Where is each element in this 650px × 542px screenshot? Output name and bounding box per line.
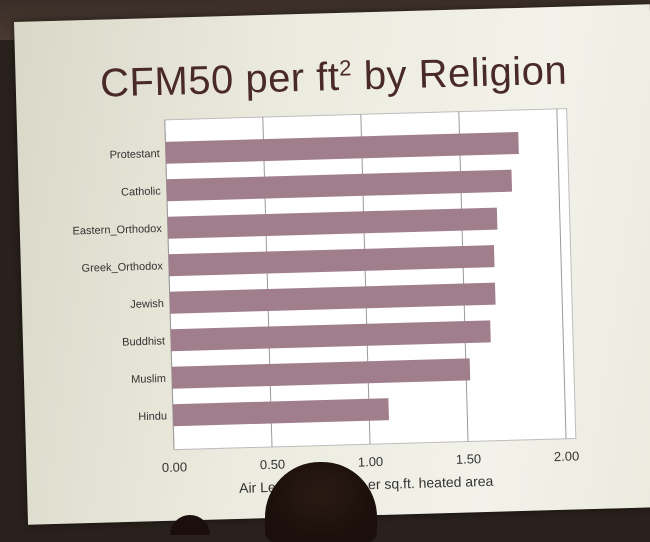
- category-label: Muslim: [131, 373, 166, 386]
- category-label: Buddhist: [122, 335, 165, 348]
- bar-protestant: [165, 131, 519, 164]
- category-label: Eastern_Orthodox: [72, 223, 162, 238]
- x-tick-labels: 0.00 0.50 1.00 1.50 2.00: [162, 448, 580, 475]
- bar-chart: Protestant Catholic Eastern_Orthodox Greek_…: [72, 108, 580, 496]
- bar-catholic: [166, 169, 513, 202]
- grid-line: [458, 111, 469, 442]
- x-tick-label: 1.50: [456, 451, 482, 467]
- grid-line: [556, 108, 567, 439]
- bar-hindu: [172, 398, 389, 427]
- x-axis-label-right: er sq.ft. heated area: [368, 473, 494, 492]
- category-label: Greek_Orthodox: [81, 260, 163, 274]
- category-label: Catholic: [121, 185, 162, 198]
- grid-lines: [164, 108, 567, 450]
- bars: [165, 131, 519, 427]
- category-label: Protestant: [109, 148, 159, 161]
- bar-muslim: [171, 358, 471, 389]
- x-tick-label: 0.50: [260, 457, 286, 473]
- bar-eastern-orthodox: [167, 207, 498, 239]
- category-labels: Protestant Catholic Eastern_Orthodox Greek_…: [72, 148, 167, 423]
- category-label: Hindu: [138, 410, 167, 423]
- bar-buddhist: [170, 320, 491, 352]
- x-tick-label: 0.00: [162, 459, 188, 475]
- category-label: Jewish: [130, 298, 164, 311]
- projector-screen: CFM50 per ft2 by Religion Protestant Cath…: [14, 4, 650, 525]
- x-tick-label: 1.00: [358, 454, 384, 470]
- bar-greek-orthodox: [168, 245, 495, 277]
- bar-jewish: [169, 282, 496, 314]
- grid-line: [360, 114, 371, 445]
- grid-line: [164, 119, 175, 450]
- x-tick-label: 2.00: [554, 448, 580, 464]
- grid-line: [262, 117, 273, 447]
